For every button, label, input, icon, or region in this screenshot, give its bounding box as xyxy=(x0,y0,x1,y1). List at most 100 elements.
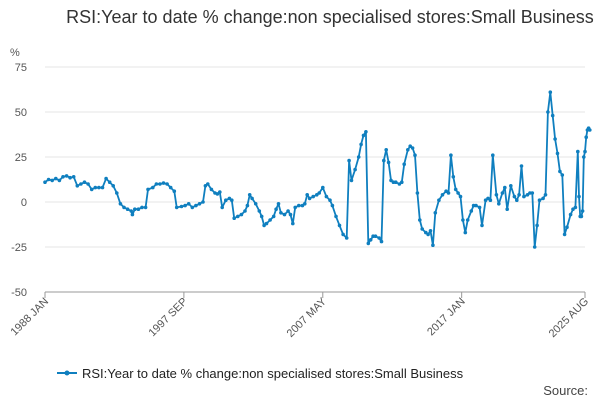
data-point xyxy=(307,196,312,201)
x-tick-label: 1988 JAN xyxy=(8,296,51,339)
data-point xyxy=(406,148,410,152)
data-point xyxy=(133,207,137,211)
data-point xyxy=(125,207,130,211)
data-point xyxy=(461,218,465,222)
data-point xyxy=(344,236,349,240)
data-point xyxy=(465,218,470,222)
data-point xyxy=(264,221,269,226)
data-point xyxy=(368,238,373,242)
data-point xyxy=(456,191,460,195)
series-layer xyxy=(43,90,592,249)
data-point xyxy=(330,203,335,208)
data-point xyxy=(428,229,433,233)
legend: RSI:Year to date % change:non specialise… xyxy=(57,366,588,398)
y-axis: % 75 50 25 0 -25 -50 xyxy=(10,47,27,299)
data-point xyxy=(413,153,417,157)
data-point xyxy=(517,193,521,197)
data-point xyxy=(400,180,404,184)
data-point xyxy=(93,185,98,190)
data-point xyxy=(543,193,548,197)
data-point xyxy=(386,160,391,165)
data-point xyxy=(446,191,451,195)
data-point xyxy=(293,205,298,210)
data-point xyxy=(382,158,386,163)
data-point xyxy=(243,209,247,213)
data-point xyxy=(130,212,135,217)
data-point xyxy=(107,180,112,184)
data-point xyxy=(154,182,159,186)
data-point xyxy=(168,185,173,190)
data-point xyxy=(535,223,539,228)
data-point xyxy=(373,234,378,238)
data-point xyxy=(431,243,435,247)
data-point xyxy=(54,176,58,181)
data-point xyxy=(497,202,501,206)
data-point xyxy=(579,214,584,219)
x-tick-label: 2007 MAY xyxy=(285,295,330,340)
data-point xyxy=(239,212,244,217)
data-point xyxy=(282,212,287,217)
data-point xyxy=(209,187,214,192)
data-point xyxy=(512,194,517,199)
data-point xyxy=(553,137,557,141)
y-tick-label: 0 xyxy=(21,197,27,209)
data-point xyxy=(377,236,381,240)
y-tick-label: 50 xyxy=(15,107,27,119)
data-point xyxy=(519,164,524,168)
data-point xyxy=(337,223,342,228)
data-point xyxy=(97,185,101,190)
data-point xyxy=(562,232,567,237)
data-point xyxy=(143,205,148,210)
data-point xyxy=(291,221,295,226)
data-point xyxy=(410,146,415,150)
data-point xyxy=(324,194,329,199)
data-point xyxy=(224,198,228,202)
data-point xyxy=(546,110,550,114)
data-point xyxy=(43,180,47,184)
data-point xyxy=(183,203,187,208)
data-point xyxy=(334,214,338,219)
data-point xyxy=(206,182,210,186)
data-point xyxy=(505,207,510,211)
data-point xyxy=(328,198,332,202)
data-point xyxy=(86,182,90,186)
data-point xyxy=(111,184,115,188)
data-point xyxy=(420,227,425,231)
data-point xyxy=(583,149,587,154)
data-point xyxy=(89,187,94,192)
data-point xyxy=(463,230,468,235)
data-point xyxy=(353,167,357,172)
data-point xyxy=(341,232,345,237)
data-point xyxy=(366,241,371,246)
data-point xyxy=(71,175,76,179)
y-axis-label: % xyxy=(10,47,20,59)
data-point xyxy=(311,194,316,199)
data-point xyxy=(477,205,482,210)
legend-label: RSI:Year to date % change:non specialise… xyxy=(82,366,464,381)
data-point xyxy=(61,175,65,179)
data-point xyxy=(394,180,398,184)
data-point xyxy=(469,209,474,213)
data-point xyxy=(82,180,87,184)
data-point xyxy=(488,198,493,202)
data-point xyxy=(46,177,51,182)
data-point xyxy=(580,209,585,213)
data-point xyxy=(321,185,325,190)
data-point xyxy=(555,151,560,156)
data-point xyxy=(232,216,236,220)
data-point xyxy=(582,155,586,159)
y-tick-label: -50 xyxy=(11,287,27,299)
data-point xyxy=(568,212,573,217)
data-point xyxy=(57,178,62,183)
y-tick-label: -25 xyxy=(11,242,27,254)
data-point xyxy=(158,182,162,186)
data-point xyxy=(247,193,252,197)
data-point xyxy=(68,175,72,180)
data-point xyxy=(449,153,453,157)
series-line xyxy=(44,91,591,248)
data-point xyxy=(573,205,578,210)
data-point xyxy=(402,162,407,166)
data-point xyxy=(257,209,262,213)
data-point xyxy=(197,202,202,206)
data-point xyxy=(245,203,250,208)
